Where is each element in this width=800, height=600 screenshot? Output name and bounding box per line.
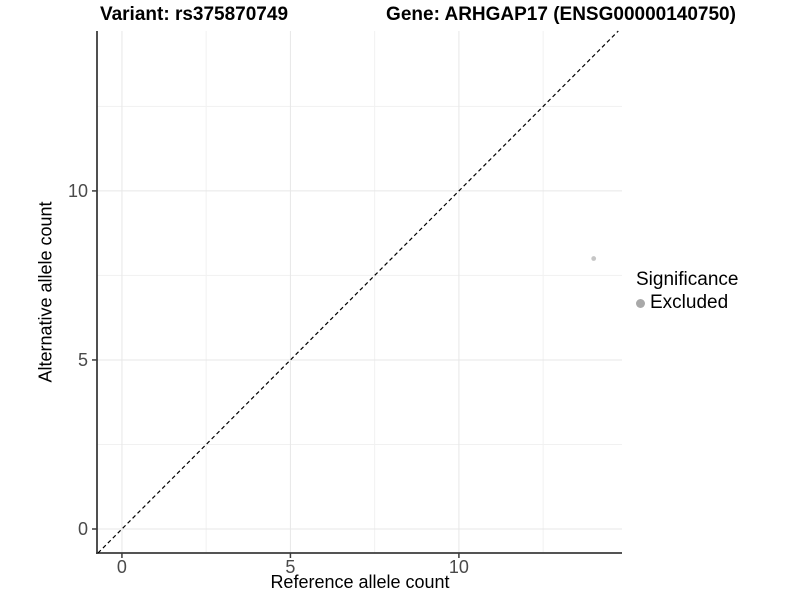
legend-items: Excluded <box>636 292 738 314</box>
y-tick-label: 0 <box>77 518 88 539</box>
identity-line <box>97 30 619 554</box>
gene-title: Gene: ARHGAP17 (ENSG00000140750) <box>386 4 736 25</box>
legend: Significance Excluded <box>636 269 738 314</box>
x-axis-title: Reference allele count <box>270 572 450 592</box>
x-tick-label: 0 <box>116 557 127 577</box>
y-tick-label: 10 <box>67 180 88 201</box>
legend-item-label: Excluded <box>650 292 729 313</box>
y-axis-title: Alternative allele count <box>35 201 56 383</box>
data-point <box>591 256 597 261</box>
x-tick-label: 5 <box>285 557 296 577</box>
x-tick-label: 10 <box>448 557 469 577</box>
legend-key-dot-icon <box>636 298 645 308</box>
legend-item: Excluded <box>636 292 738 314</box>
variant-title: Variant: rs375870749 <box>99 4 289 25</box>
legend-title: Significance <box>636 269 739 290</box>
y-tick-label: 5 <box>77 349 88 370</box>
